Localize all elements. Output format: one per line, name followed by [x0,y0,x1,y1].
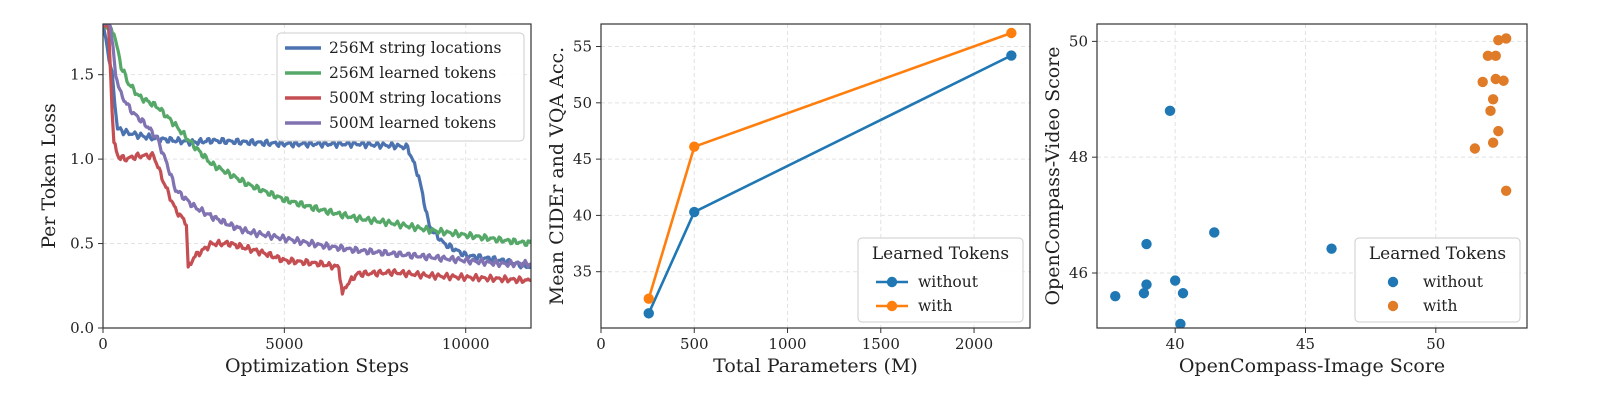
x-tick-label: 2000 [955,335,993,353]
plot-frame [102,23,532,329]
scatter-point [1490,73,1501,85]
legend-marker [1387,276,1399,288]
scatter-point [1326,243,1337,254]
y-axis-label: Mean CIDEr and VQA Acc. [546,47,568,305]
scatter-point [1177,288,1189,299]
legend-entry: without [1423,273,1484,291]
series-line-1 [103,24,531,247]
legend-entry: with [1423,297,1457,315]
x-tick-label: 50 [1426,335,1445,353]
x-tick-label: 40 [1166,335,1185,353]
data-point [643,308,654,319]
y-tick-label: 50 [1069,32,1088,50]
scatter-point [1485,105,1496,117]
scatter-point [1477,76,1488,88]
scatter-point [1500,185,1512,196]
series-line-3 [103,24,531,269]
scatter-point [1175,318,1186,328]
scatter-point [1490,50,1501,62]
plot-frame [600,23,1031,329]
y-tick-label: 55 [573,38,592,56]
x-tick-label: 500 [680,335,709,353]
legend-entry: without [918,273,979,291]
legend-box [276,32,525,142]
y-tick-label: 40 [573,206,592,224]
x-tick-label: 10000 [442,335,490,353]
series-line-0 [103,24,531,270]
x-tick-label: 5000 [265,335,303,353]
x-tick-label: 0 [98,335,108,353]
legend-title: Learned Tokens [1369,244,1506,264]
scatter-point [1482,50,1494,62]
x-tick-label: 1000 [768,335,806,353]
legend-marker [886,276,898,288]
scatter-point [1141,238,1152,250]
x-tick-label: 1500 [862,335,900,353]
series-line-2 [103,24,531,296]
x-axis-label: Total Parameters (M) [713,355,918,377]
y-tick-label: 48 [1069,148,1088,166]
x-axis-label: Optimization Steps [225,355,409,377]
legend: Learned Tokens without with [1354,237,1521,323]
x-tick-label: 45 [1296,335,1315,353]
legend-marker [886,300,898,312]
chart-params: 0 500 1000 1500 2000 35 40 45 50 55 Total Paramete… [546,23,1031,377]
legend: 256M string locations 256M learned tokens… [276,32,525,142]
legend: Learned Tokens without with [857,237,1024,323]
plot-frame [1096,23,1528,329]
scatter-point [1493,35,1504,46]
y-tick-label: 0.0 [70,319,94,337]
legend-entry: 500M learned tokens [329,114,496,132]
y-axis-label: OpenCompass-Video Score [1042,46,1064,305]
legend-title: Learned Tokens [872,244,1009,264]
x-tick-label: 0 [596,335,606,353]
x-axis-label: OpenCompass-Image Score [1179,355,1445,377]
legend-entry: 256M learned tokens [329,64,496,82]
scatter-point [1141,279,1152,290]
y-axis-label: Per Token Loss [38,103,60,249]
plot-area [1110,33,1512,328]
scatter-point [1164,105,1176,117]
y-tick-label: 1.5 [70,66,94,84]
chart-loss: 0 5000 10000 0.0 0.5 1.0 1.5 Optimization Steps… [38,23,532,377]
legend-entry: with [918,297,952,315]
y-tick-label: 50 [573,94,592,112]
y-tick-label: 0.5 [70,235,94,253]
data-point [643,293,654,304]
chart-compass: 40 45 50 46 48 50 OpenCompass-Image Score OpenC… [1042,23,1528,377]
scatter-point [1209,227,1220,238]
data-point [689,141,700,152]
scatter-point [1500,33,1512,44]
scatter-point [1493,125,1504,137]
plot-area [643,27,1017,319]
scatter-point [1487,94,1499,105]
legend-entry: 256M string locations [329,39,501,57]
scatter-point [1498,75,1509,86]
data-point [1006,27,1017,39]
y-tick-label: 45 [573,150,592,168]
y-tick-label: 1.0 [70,150,94,168]
legend-box [1354,237,1521,323]
plot-area [103,24,531,296]
scatter-point [1169,275,1181,286]
legend-marker [1387,300,1399,312]
scatter-point [1487,137,1499,148]
scatter-point [1138,288,1150,299]
scatter-point [1110,290,1121,302]
data-point [689,206,700,218]
legend-entry: 500M string locations [329,89,501,107]
y-tick-label: 35 [573,263,592,281]
scatter-point [1469,143,1481,154]
y-tick-label: 46 [1069,264,1088,282]
data-point [1006,50,1017,61]
legend-box [857,237,1024,323]
